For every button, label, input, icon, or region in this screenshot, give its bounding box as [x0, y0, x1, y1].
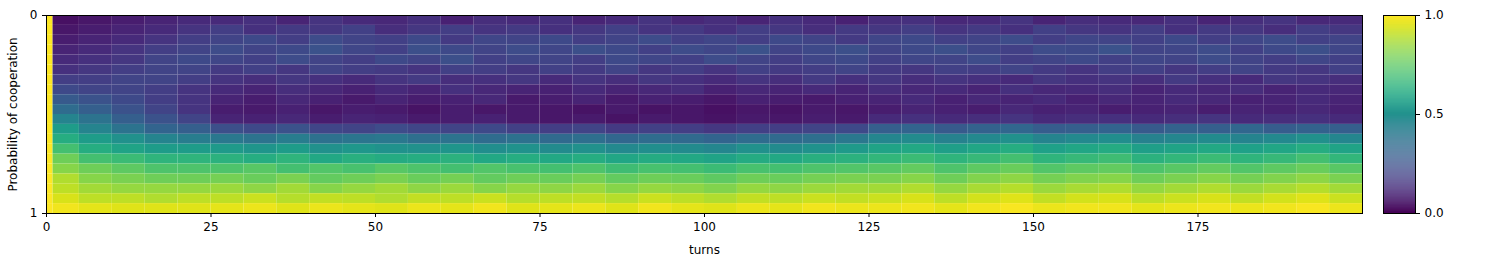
svg-text:100: 100 — [693, 220, 716, 234]
svg-text:75: 75 — [532, 220, 547, 234]
svg-text:0.5: 0.5 — [1425, 107, 1444, 121]
svg-text:25: 25 — [203, 220, 218, 234]
svg-text:1: 1 — [30, 206, 38, 220]
svg-text:0: 0 — [43, 220, 51, 234]
svg-text:turns: turns — [689, 243, 720, 257]
svg-text:50: 50 — [368, 220, 383, 234]
svg-text:0: 0 — [30, 8, 38, 22]
svg-text:175: 175 — [1187, 220, 1210, 234]
svg-text:Probability of cooperation: Probability of cooperation — [6, 37, 20, 191]
svg-text:150: 150 — [1022, 220, 1045, 234]
svg-text:1.0: 1.0 — [1425, 8, 1444, 22]
svg-text:125: 125 — [858, 220, 881, 234]
svg-text:0.0: 0.0 — [1425, 206, 1444, 220]
